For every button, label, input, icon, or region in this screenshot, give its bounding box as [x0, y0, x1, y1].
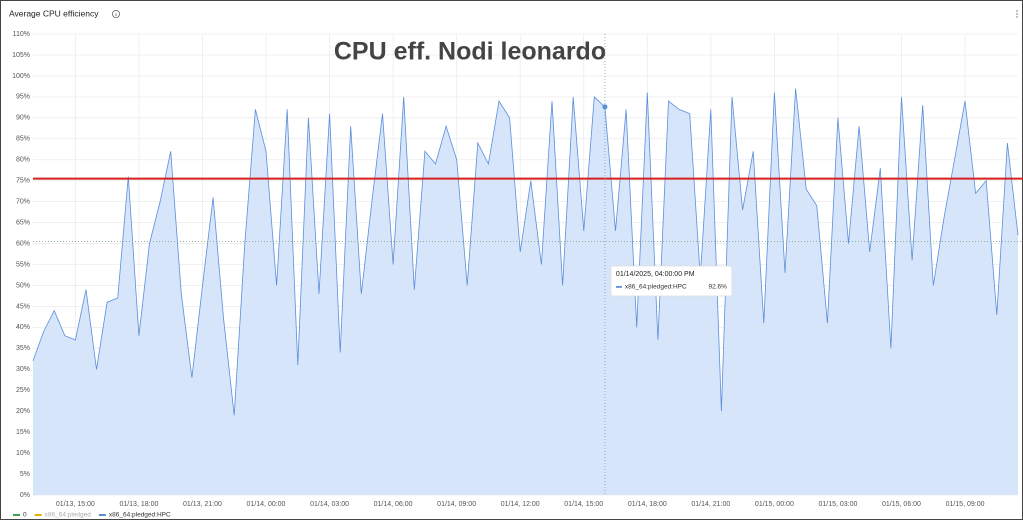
- x-tick-label: 01/14, 03:00: [310, 501, 349, 508]
- annotation: CPU eff. Nodi leonardo: [334, 38, 606, 66]
- x-tick-label: 01/14, 09:00: [437, 501, 476, 508]
- info-circle[interactable]: [112, 9, 121, 18]
- x-tick-label: 01/15, 09:00: [946, 501, 985, 508]
- tooltip: 01/14/2025, 04:00:00 PM x86_64:pledged:HP…: [602, 34, 733, 495]
- legend-swatch: [13, 514, 20, 516]
- legend-swatch: [34, 514, 42, 516]
- line: [32, 88, 1019, 416]
- reference-lines: [33, 177, 1023, 242]
- y-tick-label: 95%: [16, 94, 30, 101]
- x-tick-label: 01/14, 21:00: [691, 501, 730, 508]
- area: [33, 88, 1018, 495]
- y-tick-label: 105%: [12, 52, 30, 59]
- y-tick-label: 90%: [16, 115, 30, 122]
- x-tick-label: 01/13, 18:00: [119, 501, 158, 508]
- x-tick-label: 01/14, 00:00: [247, 501, 286, 508]
- y-tick-label: 0%: [20, 492, 30, 499]
- y-tick-label: 65%: [16, 219, 30, 226]
- x-tick-label: 01/13, 15:00: [56, 501, 95, 508]
- y-tick-label: 60%: [16, 240, 30, 247]
- x-tick-label: 01/14, 06:00: [374, 501, 413, 508]
- menu-icon[interactable]: [1016, 10, 1018, 18]
- menu-dot[interactable]: [1016, 10, 1018, 12]
- x-tick-label: 01/15, 03:00: [818, 501, 857, 508]
- info-icon[interactable]: [112, 9, 121, 18]
- hover-point: [602, 104, 608, 110]
- y-tick-label: 40%: [16, 324, 30, 331]
- legend-label[interactable]: x86_64:pledged:HPC: [109, 512, 171, 519]
- x-tick-label: 01/15, 00:00: [755, 501, 794, 508]
- menu-dot[interactable]: [1016, 16, 1018, 18]
- legend-label[interactable]: x86_64:pledged: [45, 512, 92, 519]
- x-tick-label: 01/14, 15:00: [564, 501, 603, 508]
- plot: [32, 88, 1019, 495]
- y-tick-label: 20%: [16, 408, 30, 415]
- tooltip-time: 01/14/2025, 04:00:00 PM: [616, 271, 695, 278]
- legend-swatch: [98, 514, 106, 516]
- y-tick-label: 100%: [12, 73, 30, 80]
- tooltip-series: x86_64:pledged:HPC: [625, 284, 687, 291]
- x-tick-label: 01/13, 21:00: [183, 501, 222, 508]
- y-tick-label: 50%: [16, 282, 30, 289]
- tooltip-swatch: [615, 286, 622, 288]
- y-tick-label: 110%: [13, 31, 30, 38]
- x-tick-label: 01/15, 06:00: [882, 501, 921, 508]
- y-tick-label: 25%: [16, 387, 30, 394]
- menu-dot[interactable]: [1016, 13, 1018, 15]
- y-tick-label: 85%: [16, 136, 30, 143]
- y-tick-label: 15%: [16, 429, 30, 436]
- tooltip-box: [610, 265, 733, 297]
- legend-label[interactable]: 0: [23, 512, 27, 519]
- y-tick-label: 10%: [16, 450, 30, 457]
- y-tick-label: 45%: [16, 303, 30, 310]
- x-tick-label: 01/14, 12:00: [501, 501, 540, 508]
- panel-title: Average CPU efficiency: [9, 8, 99, 18]
- y-tick-label: 70%: [16, 198, 30, 205]
- tooltip-value: 92.6%: [708, 284, 727, 291]
- y-tick-label: 80%: [16, 157, 30, 164]
- y-tick-label: 5%: [20, 471, 30, 478]
- y-tick-label: 30%: [16, 366, 30, 373]
- legend: 0 x86_64:pledged x86_64:pledged:HPC: [13, 512, 171, 519]
- y-tick-label: 75%: [16, 178, 30, 185]
- y-tick-label: 35%: [16, 345, 30, 352]
- y-tick-label: 55%: [16, 261, 30, 268]
- x-tick-label: 01/14, 18:00: [628, 501, 667, 508]
